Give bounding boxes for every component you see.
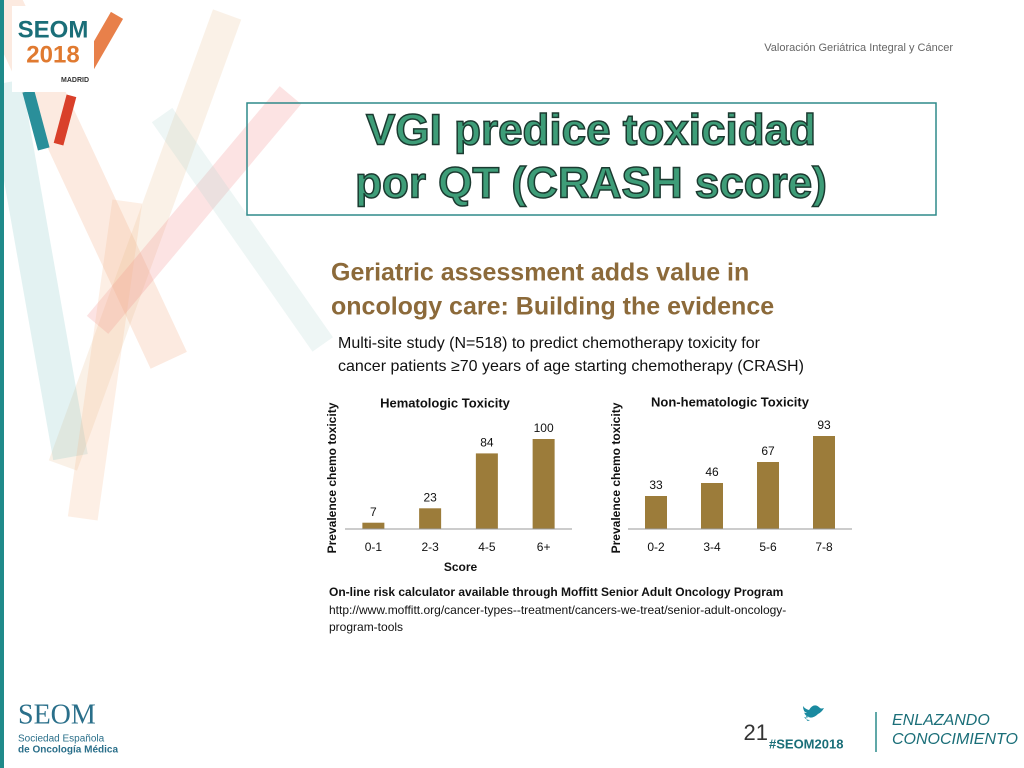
bar (701, 483, 723, 529)
heading-line: Geriatric assessment adds value in (331, 259, 749, 287)
logo-box (12, 6, 94, 92)
title: VGI predice toxicidad por QT (CRASH scor… (354, 105, 827, 209)
x-axis-label: Score (444, 560, 478, 574)
footer-org-line: Sociedad Española (18, 734, 105, 745)
bar (475, 453, 498, 529)
title-line: VGI predice toxicidad (366, 106, 816, 155)
y-axis-label: Prevalence chemo toxicity (609, 402, 623, 553)
bar (757, 462, 779, 529)
title-line: por QT (CRASH score) (355, 159, 827, 208)
data-label: 46 (705, 465, 719, 479)
y-axis-label: Prevalence chemo toxicity (325, 402, 339, 553)
x-tick-label: 7-8 (815, 540, 833, 554)
bar (813, 436, 835, 529)
figure-url: program-tools (329, 620, 403, 634)
slogan-line: CONOCIMIENTO (892, 731, 1018, 748)
footer-org: SEOM (18, 699, 96, 730)
hashtag: #SEOM2018 (769, 736, 843, 751)
header: Valoración Geriátrica Integral y Cáncer (764, 42, 953, 54)
data-label: 67 (761, 444, 775, 458)
bar (419, 508, 442, 529)
data-label: 84 (480, 436, 494, 450)
figure-note: On-line risk calculator available throug… (329, 585, 783, 599)
page-number: 21 (744, 720, 768, 745)
subtitle-line: Multi-site study (N=518) to predict chem… (338, 335, 761, 352)
logo-city: MADRID (61, 77, 89, 84)
data-label: 23 (423, 490, 437, 504)
bird-icon (803, 705, 824, 721)
logo-stripe (53, 94, 77, 146)
data-label: 7 (370, 505, 377, 519)
figure-heading: Geriatric assessment adds value in oncol… (331, 259, 774, 321)
logo-stripe (22, 89, 50, 151)
data-label: 100 (534, 421, 554, 435)
figure-url: http://www.moffitt.org/cancer-types--tre… (329, 603, 786, 617)
slogan-line: ENLAZANDO (892, 712, 990, 729)
x-tick-label: 5-6 (759, 540, 777, 554)
heading-line: oncology care: Building the evidence (331, 293, 774, 321)
x-tick-label: 6+ (537, 540, 551, 554)
bar (645, 496, 667, 529)
x-tick-label: 3-4 (703, 540, 721, 554)
x-tick-label: 0-2 (647, 540, 665, 554)
x-tick-label: 2-3 (421, 540, 439, 554)
x-tick-label: 4-5 (478, 540, 496, 554)
chart-title: Non-hematologic Toxicity (651, 394, 810, 409)
logo-name: SEOM (18, 16, 89, 43)
chart-title: Hematologic Toxicity (380, 395, 511, 410)
data-label: 33 (649, 478, 663, 492)
bar (532, 439, 555, 529)
left-edge (0, 0, 4, 768)
title-box (246, 102, 937, 216)
subtitle-line: cancer patients ≥70 years of age startin… (338, 358, 804, 375)
bar (362, 522, 385, 529)
logo-year: 2018 (26, 41, 79, 68)
x-tick-label: 0-1 (365, 540, 383, 554)
data-label: 93 (817, 418, 831, 432)
footer-org-line: de Oncología Médica (18, 745, 118, 756)
figure-subtitle: Multi-site study (N=518) to predict chem… (338, 335, 804, 375)
